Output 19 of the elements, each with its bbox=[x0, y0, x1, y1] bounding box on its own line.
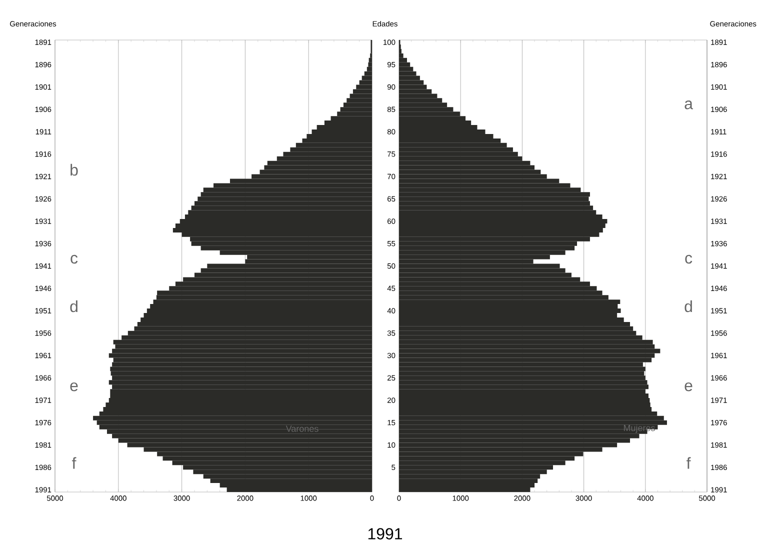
annotation: c bbox=[685, 254, 692, 264]
bar bbox=[399, 348, 660, 354]
bar bbox=[112, 348, 372, 354]
annotation: e bbox=[684, 382, 692, 392]
annotation: e bbox=[70, 382, 78, 392]
annotation: c bbox=[70, 254, 78, 264]
annotation: b bbox=[70, 164, 78, 176]
annotation: f bbox=[72, 457, 76, 469]
annotation: f bbox=[686, 457, 691, 469]
bar bbox=[399, 80, 424, 85]
annotation: a bbox=[684, 100, 693, 110]
series-label: Mujeres bbox=[624, 424, 655, 433]
bar bbox=[399, 358, 652, 362]
series-label: Varones bbox=[286, 426, 318, 432]
bar bbox=[352, 89, 372, 94]
bar bbox=[359, 80, 372, 85]
annotation: d bbox=[70, 300, 78, 312]
bar bbox=[113, 358, 372, 362]
annotation: d bbox=[684, 300, 692, 312]
